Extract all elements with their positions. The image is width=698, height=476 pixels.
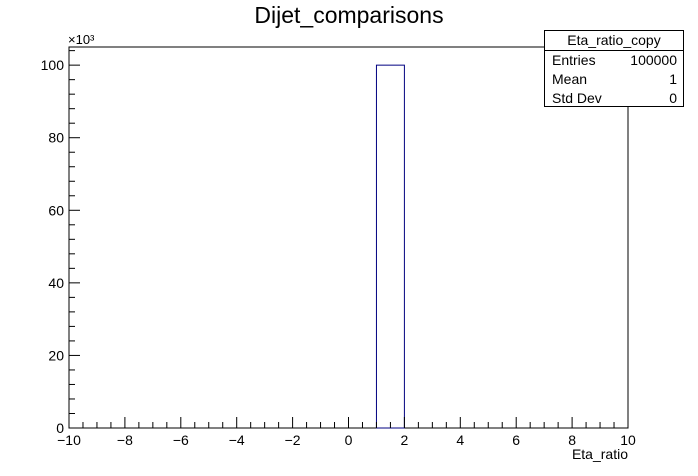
x-tick-label: −4 <box>229 432 245 448</box>
x-tick-label: 10 <box>620 432 636 448</box>
stats-row-mean: Mean 1 <box>545 70 683 89</box>
stats-row-entries: Entries 100000 <box>545 51 683 70</box>
histogram-bin <box>375 64 405 429</box>
x-tick-label: −6 <box>173 432 189 448</box>
y-tick-label: 80 <box>48 130 64 146</box>
stats-label: Mean <box>552 71 588 87</box>
x-tick-label: 6 <box>512 432 520 448</box>
stats-row-stddev: Std Dev 0 <box>545 89 683 108</box>
x-tick-label: −2 <box>285 432 301 448</box>
y-tick-label: 100 <box>41 57 65 73</box>
x-axis-label: Eta_ratio <box>572 446 628 462</box>
x-tick-label: −8 <box>117 432 133 448</box>
y-tick-label: 0 <box>56 420 64 436</box>
x-tick-label: 0 <box>345 432 353 448</box>
stats-value: 1 <box>669 71 677 87</box>
y-tick-label: 20 <box>48 347 64 363</box>
x-tick-label: 2 <box>401 432 409 448</box>
stats-value: 0 <box>669 90 677 106</box>
y-multiplier-label: ×10³ <box>68 32 95 47</box>
stats-label: Entries <box>552 52 596 68</box>
x-tick-label: −10 <box>57 432 81 448</box>
chart-title: Dijet_comparisons <box>254 2 444 28</box>
x-tick-label: 8 <box>568 432 576 448</box>
y-tick-label: 60 <box>48 202 64 218</box>
stats-box-title: Eta_ratio_copy <box>545 31 683 51</box>
x-tick-label: 4 <box>456 432 464 448</box>
y-tick-label: 40 <box>48 275 64 291</box>
stats-label: Std Dev <box>552 90 602 106</box>
stats-box: Eta_ratio_copy Entries 100000 Mean 1 Std… <box>544 30 684 107</box>
stats-value: 100000 <box>630 52 677 68</box>
